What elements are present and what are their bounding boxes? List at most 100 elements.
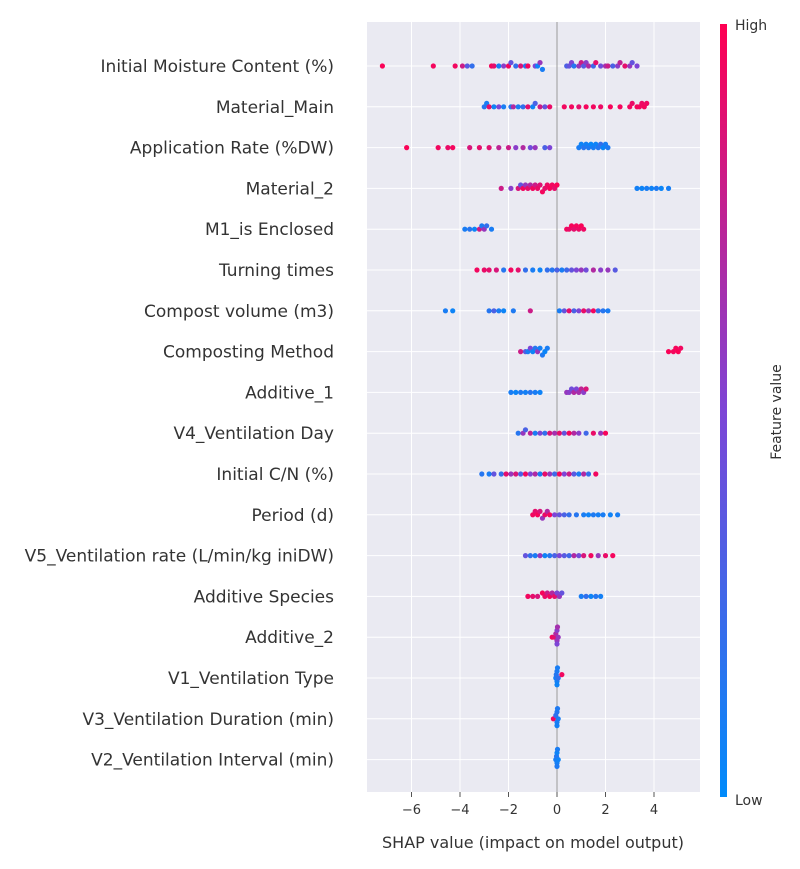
shap-point xyxy=(590,104,596,110)
shap-point xyxy=(571,308,577,314)
shap-point xyxy=(520,145,526,151)
shap-point xyxy=(522,427,529,433)
shap-point xyxy=(508,60,514,66)
shap-point xyxy=(581,553,587,559)
shap-point xyxy=(593,60,599,66)
shap-point xyxy=(469,63,475,69)
shap-point xyxy=(576,430,582,436)
shap-point xyxy=(503,471,509,477)
shap-point xyxy=(479,471,485,477)
shap-point xyxy=(496,63,502,69)
shap-point xyxy=(532,430,538,436)
feature-label: Compost volume (m3) xyxy=(144,302,334,322)
shap-point xyxy=(598,267,604,273)
shap-point xyxy=(515,104,521,110)
shap-point xyxy=(629,100,635,106)
shap-point xyxy=(542,104,548,110)
shap-point xyxy=(600,308,606,314)
shap-point xyxy=(537,389,543,395)
shap-point xyxy=(554,665,561,671)
shap-point xyxy=(588,553,594,559)
colorbar-title: Feature value xyxy=(769,364,785,460)
shap-point xyxy=(561,471,567,477)
shap-point xyxy=(605,308,611,314)
shap-point xyxy=(459,63,466,69)
shap-point xyxy=(585,512,592,518)
colorbar-low-label: Low xyxy=(735,793,763,809)
x-axis-ticks: −6 −4 −2 0 2 4 xyxy=(402,792,658,818)
shap-point xyxy=(537,430,543,436)
feature-label: Application Rate (%DW) xyxy=(130,139,334,159)
shap-point xyxy=(571,430,577,436)
shap-point xyxy=(593,471,599,477)
shap-point xyxy=(547,430,553,436)
shap-point xyxy=(551,512,558,518)
shap-point xyxy=(644,100,650,106)
shap-point xyxy=(571,471,577,477)
shap-point xyxy=(474,267,480,273)
shap-point xyxy=(527,145,533,151)
shap-point xyxy=(602,430,609,436)
shap-point xyxy=(568,267,575,273)
feature-label: Material_Main xyxy=(216,98,334,118)
shap-point xyxy=(488,226,495,232)
shap-point xyxy=(595,308,601,314)
shap-point xyxy=(581,226,587,232)
shap-point xyxy=(648,185,655,191)
shap-point xyxy=(537,267,543,273)
shap-point xyxy=(610,553,616,559)
x-tick-label: −2 xyxy=(499,803,518,818)
shap-point xyxy=(542,430,548,436)
shap-point xyxy=(518,349,524,355)
feature-label: M1_is Enclosed xyxy=(205,220,334,240)
shap-point xyxy=(525,104,531,110)
shap-point xyxy=(561,308,567,314)
shap-point xyxy=(598,63,604,69)
shap-point xyxy=(556,553,563,559)
x-tick-label: −4 xyxy=(450,803,469,818)
shap-point xyxy=(547,553,553,559)
shap-point xyxy=(481,267,487,273)
shap-point xyxy=(615,512,621,518)
shap-point xyxy=(486,145,492,151)
shap-point xyxy=(522,553,529,559)
shap-point xyxy=(583,104,589,110)
shap-point xyxy=(496,308,502,314)
shap-point xyxy=(510,308,516,314)
shap-point xyxy=(583,386,589,392)
shap-point xyxy=(537,182,543,188)
shap-point xyxy=(508,185,514,191)
shap-point xyxy=(598,104,604,110)
shap-point xyxy=(585,63,592,69)
shap-point xyxy=(530,267,536,273)
shap-point xyxy=(564,267,570,273)
shap-point xyxy=(547,512,553,518)
colorbar-high-label: High xyxy=(735,18,767,34)
shap-point xyxy=(532,553,538,559)
shap-point xyxy=(556,512,563,518)
shap-point xyxy=(501,63,507,69)
shap-point xyxy=(556,430,563,436)
shap-point xyxy=(665,349,672,355)
shap-point xyxy=(513,471,519,477)
shap-point xyxy=(527,389,533,395)
shap-point xyxy=(537,471,543,477)
shap-point xyxy=(467,145,473,151)
shap-point xyxy=(537,553,543,559)
shap-point xyxy=(508,267,514,273)
shap-point xyxy=(513,145,519,151)
shap-point xyxy=(542,471,548,477)
shap-point xyxy=(476,145,482,151)
feature-label: Initial C/N (%) xyxy=(216,465,334,485)
shap-point xyxy=(491,471,497,477)
shap-point xyxy=(527,430,533,436)
shap-point xyxy=(522,389,529,395)
shap-point xyxy=(525,593,531,600)
shap-point xyxy=(486,471,492,477)
shap-point xyxy=(555,757,561,763)
shap-point xyxy=(566,512,572,518)
shap-point xyxy=(554,267,560,273)
shap-point xyxy=(566,471,572,477)
shap-point xyxy=(561,104,567,110)
